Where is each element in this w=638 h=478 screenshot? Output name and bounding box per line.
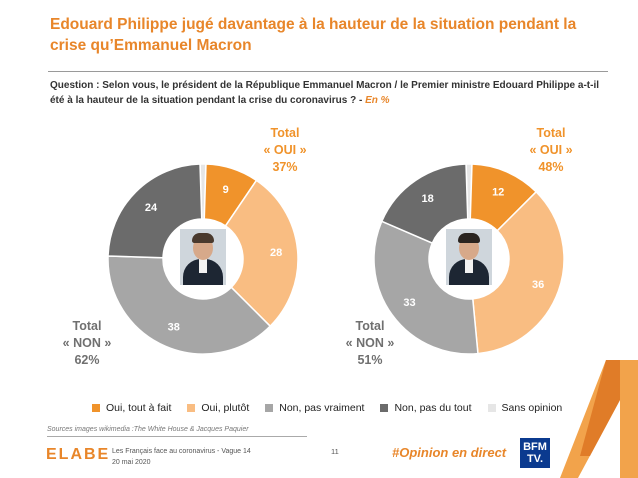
footer-study-title: Les Français face au coronavirus - Vague… [112, 448, 251, 455]
total-oui-macron-label: Total [270, 126, 300, 140]
image-source: Sources images wikimedia :The White Hous… [47, 426, 249, 433]
elabe-logo: ELABE [46, 446, 111, 463]
question-body: Question : Selon vous, le président de l… [50, 80, 599, 106]
slice-value-label: 9 [223, 184, 229, 196]
total-oui-macron-value: 37% [272, 160, 298, 174]
legend-swatch [265, 404, 274, 412]
total-non-philippe-name: « NON » [345, 336, 395, 350]
legend-label: Non, pas du tout [394, 402, 472, 414]
slice-value-label: 18 [422, 193, 434, 205]
slice-value-label: 36 [532, 279, 544, 291]
legend-swatch [487, 404, 496, 412]
donut-slice [380, 163, 469, 245]
total-non-macron: Total « NON » 62% [52, 318, 122, 369]
donut-slice [107, 163, 203, 259]
legend-swatch [380, 404, 389, 412]
slice-value-label: 33 [403, 297, 415, 309]
total-non-philippe-value: 51% [357, 353, 383, 367]
title-divider [48, 71, 608, 72]
legend-label: Non, pas vraiment [279, 402, 365, 414]
total-oui-macron: Total « OUI » 37% [250, 125, 320, 176]
total-non-philippe-label: Total [355, 319, 385, 333]
legend-item-sans-opinion: Sans opinion [487, 402, 563, 414]
legend-swatch [187, 404, 196, 412]
hashtag: #Opinion en direct [392, 445, 507, 460]
donut-slice [107, 255, 272, 355]
elabe-deco-shape [560, 360, 638, 478]
total-oui-macron-name: « OUI » [263, 143, 307, 157]
chart-legend: Oui, tout à fait Oui, plutôt Non, pas vr… [92, 402, 592, 414]
philippe-photo [446, 229, 492, 285]
slice-value-label: 12 [492, 187, 504, 199]
question-text: Question : Selon vous, le président de l… [50, 78, 610, 108]
total-non-macron-name: « NON » [62, 336, 112, 350]
footer-study: Les Français face au coronavirus - Vague… [112, 446, 251, 468]
page-title: Edouard Philippe jugé davantage à la hau… [50, 16, 577, 54]
donut-slice [373, 220, 479, 355]
bfmtv-logo: BFM TV. [520, 438, 550, 468]
legend-item-non-pas-du-tout: Non, pas du tout [380, 402, 472, 414]
total-oui-philippe-name: « OUI » [529, 143, 573, 157]
bfmtv-logo-line1: BFM [523, 441, 547, 453]
total-oui-philippe-label: Total [536, 126, 566, 140]
legend-label: Sans opinion [501, 402, 563, 414]
bfmtv-logo-line2: TV. [526, 453, 544, 465]
donut-slice [471, 190, 565, 355]
slice-value-label: 38 [168, 321, 180, 333]
total-non-macron-value: 62% [74, 353, 100, 367]
footer-study-date: 20 mai 2020 [112, 459, 151, 466]
question-unit: En % [365, 95, 390, 106]
legend-item-oui-plutot: Oui, plutôt [187, 402, 249, 414]
legend-label: Oui, tout à fait [106, 402, 172, 414]
page-number: 11 [331, 447, 339, 456]
slice-value-label: 24 [145, 202, 158, 214]
legend-swatch [92, 404, 100, 412]
total-non-macron-label: Total [72, 319, 102, 333]
donut-slice [224, 179, 299, 328]
slice-value-label: 28 [270, 247, 282, 259]
legend-item-oui-tout-a-fait: Oui, tout à fait [92, 402, 171, 414]
total-oui-philippe-value: 48% [538, 160, 564, 174]
legend-label: Oui, plutôt [201, 402, 250, 414]
total-oui-philippe: Total « OUI » 48% [516, 125, 586, 176]
macron-photo [180, 229, 226, 285]
total-non-philippe: Total « NON » 51% [335, 318, 405, 369]
footer-divider [47, 436, 307, 437]
legend-item-non-pas-vraiment: Non, pas vraiment [265, 402, 364, 414]
